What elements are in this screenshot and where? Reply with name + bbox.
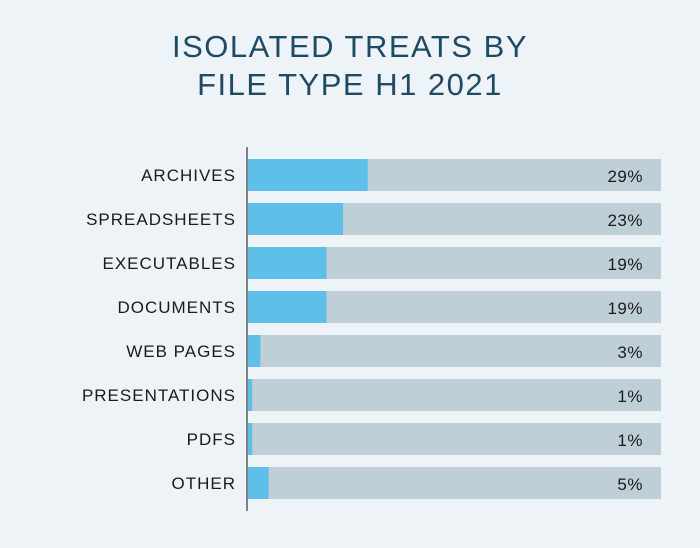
value-label-web-pages: 3% (617, 343, 643, 362)
bar-track-presentations (248, 379, 661, 411)
value-label-executables: 19% (607, 255, 643, 274)
bar-archives (248, 159, 368, 191)
chart-title: ISOLATED TREATS BY FILE TYPE H1 2021 (0, 28, 700, 104)
bar-spreadsheets (248, 203, 343, 235)
category-label-documents: DOCUMENTS (117, 298, 236, 317)
value-label-other: 5% (617, 475, 643, 494)
bar-documents (248, 291, 327, 323)
value-label-pdfs: 1% (617, 431, 643, 450)
bar-pdfs (248, 423, 253, 455)
category-label-archives: ARCHIVES (141, 166, 236, 185)
category-label-web-pages: WEB PAGES (126, 342, 236, 361)
value-label-archives: 29% (607, 167, 643, 186)
bar-executables (248, 247, 327, 279)
value-label-presentations: 1% (617, 387, 643, 406)
bar-track-pdfs (248, 423, 661, 455)
value-label-spreadsheets: 23% (607, 211, 643, 230)
chart-title-line-1: ISOLATED TREATS BY (171, 29, 529, 64)
bar-presentations (248, 379, 253, 411)
category-label-other: OTHER (172, 474, 237, 493)
value-label-documents: 19% (607, 299, 643, 318)
chart-title-line-2: FILE TYPE H1 2021 (197, 67, 503, 102)
category-label-executables: EXECUTABLES (102, 254, 236, 273)
category-label-spreadsheets: SPREADSHEETS (86, 210, 236, 229)
bar-track-web-pages (248, 335, 661, 367)
bar-other (248, 467, 269, 499)
bar-track-other (248, 467, 661, 499)
category-label-pdfs: PDFS (187, 430, 236, 449)
bar-web-pages (248, 335, 261, 367)
category-label-presentations: PRESENTATIONS (82, 386, 236, 405)
